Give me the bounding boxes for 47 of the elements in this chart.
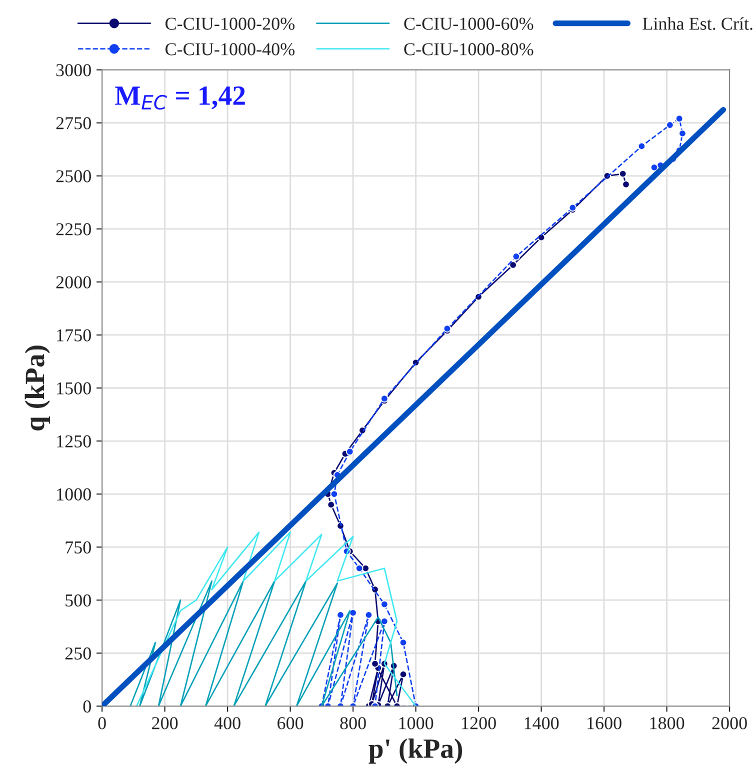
legend-label: C-CIU-1000-60% [404,18,534,30]
x-tick-label: 2000 [712,717,747,730]
legend-label: Linha Est. Crít. [642,17,752,30]
annotation: M$_{EC}$ = 1,42 [115,86,245,110]
x-tick-label: 800 [340,717,366,730]
x-tick-label: 1000 [399,717,434,730]
y-tick-label: 1500 [57,382,91,394]
point [399,638,408,647]
x-tick-label: 400 [214,717,240,730]
legend-label: C-CIU-1000-80% [404,43,534,56]
y-tick-label: 1750 [57,329,91,342]
y-tick-label: 2000 [56,276,91,288]
point [622,180,630,188]
x-tick-label: 600 [278,717,304,730]
y-tick-label: 2500 [56,170,91,182]
x-tick-label: 1400 [524,717,559,730]
x-tick-label: 1600 [588,717,622,730]
y-tick-label: 750 [66,541,91,554]
y-tick-label: 3000 [56,64,91,76]
y-tick-label: 1000 [57,488,91,500]
x-axis-title: p' (kPa) [368,738,462,764]
point [638,142,646,150]
y-tick-label: 500 [66,594,91,607]
point [675,114,684,123]
y-axis-title: q (kPa) [24,346,50,430]
y-tick-label: 2750 [56,117,91,130]
x-tick-label: 1200 [462,717,496,730]
legend-label: C-CIU-1000-40% [165,43,295,56]
y-tick-label: 0 [83,700,91,713]
point [330,490,338,498]
x-tick-label: 1800 [650,717,684,730]
x-tick-label: 0 [98,717,106,730]
y-tick-label: 1250 [57,435,91,448]
y-tick-label: 250 [65,647,91,660]
point [346,448,354,456]
point [512,252,520,260]
x-tick-label: 200 [152,717,178,730]
point [371,660,380,668]
line-series [130,580,398,706]
point [618,170,627,178]
point [327,500,336,509]
point [380,617,388,626]
point [399,670,408,678]
point [355,564,364,572]
y-tick-label: 2250 [56,223,91,236]
legend-label: C-CIU-1000-20% [165,18,295,30]
point [509,260,518,269]
